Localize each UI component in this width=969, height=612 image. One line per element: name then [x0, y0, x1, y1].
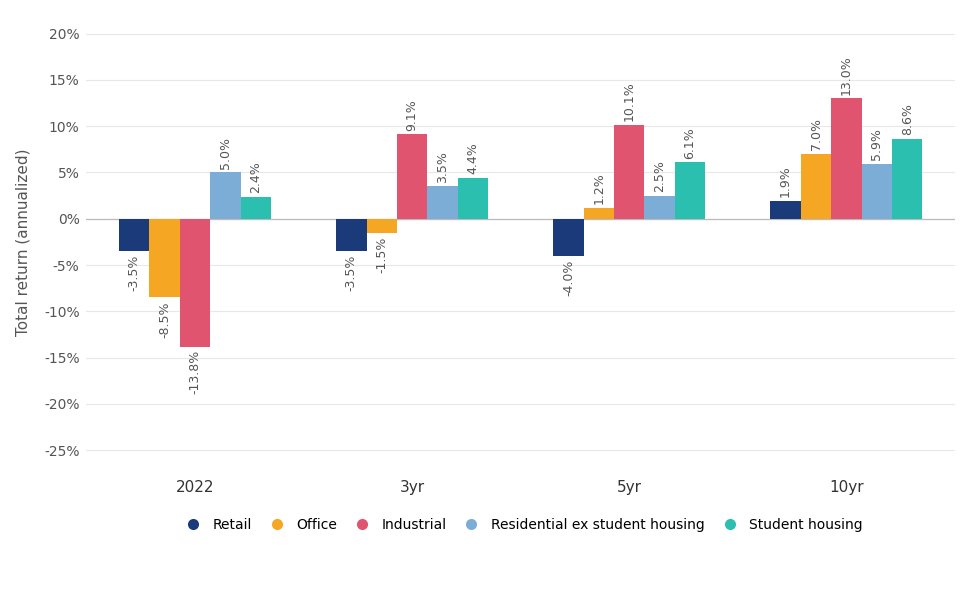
Text: 2.4%: 2.4%: [249, 161, 262, 193]
Bar: [149, 218, 179, 297]
Text: 4.4%: 4.4%: [466, 143, 479, 174]
Bar: [800, 154, 830, 218]
Text: -1.5%: -1.5%: [375, 236, 388, 273]
Bar: [457, 178, 487, 218]
Legend: Retail, Office, Industrial, Residential ex student housing, Student housing: Retail, Office, Industrial, Residential …: [172, 511, 868, 539]
Text: 6.1%: 6.1%: [683, 127, 696, 159]
Text: -4.0%: -4.0%: [561, 259, 575, 296]
Text: 9.1%: 9.1%: [405, 99, 419, 131]
Bar: [179, 218, 210, 346]
Text: 1.9%: 1.9%: [778, 166, 792, 198]
Bar: [210, 173, 240, 218]
Text: -3.5%: -3.5%: [128, 255, 141, 291]
Bar: [552, 218, 583, 256]
Bar: [583, 207, 613, 218]
Bar: [860, 164, 891, 218]
Bar: [613, 125, 643, 218]
Text: 13.0%: 13.0%: [839, 55, 852, 95]
Bar: [830, 99, 860, 218]
Text: 7.0%: 7.0%: [809, 118, 822, 150]
Text: 10.1%: 10.1%: [622, 82, 635, 122]
Bar: [396, 135, 427, 218]
Bar: [674, 162, 704, 218]
Bar: [336, 218, 366, 251]
Text: 5.9%: 5.9%: [869, 129, 883, 160]
Bar: [891, 139, 922, 218]
Text: 1.2%: 1.2%: [592, 172, 605, 204]
Text: 5.0%: 5.0%: [219, 136, 232, 169]
Bar: [119, 218, 149, 251]
Bar: [643, 196, 674, 218]
Text: -3.5%: -3.5%: [345, 255, 358, 291]
Text: -8.5%: -8.5%: [158, 301, 171, 338]
Text: 3.5%: 3.5%: [436, 151, 449, 182]
Text: 8.6%: 8.6%: [900, 103, 913, 135]
Bar: [366, 218, 396, 233]
Bar: [769, 201, 800, 218]
Y-axis label: Total return (annualized): Total return (annualized): [15, 148, 30, 335]
Bar: [240, 196, 270, 218]
Bar: [427, 186, 457, 218]
Text: 2.5%: 2.5%: [652, 160, 666, 192]
Text: -13.8%: -13.8%: [188, 350, 202, 395]
